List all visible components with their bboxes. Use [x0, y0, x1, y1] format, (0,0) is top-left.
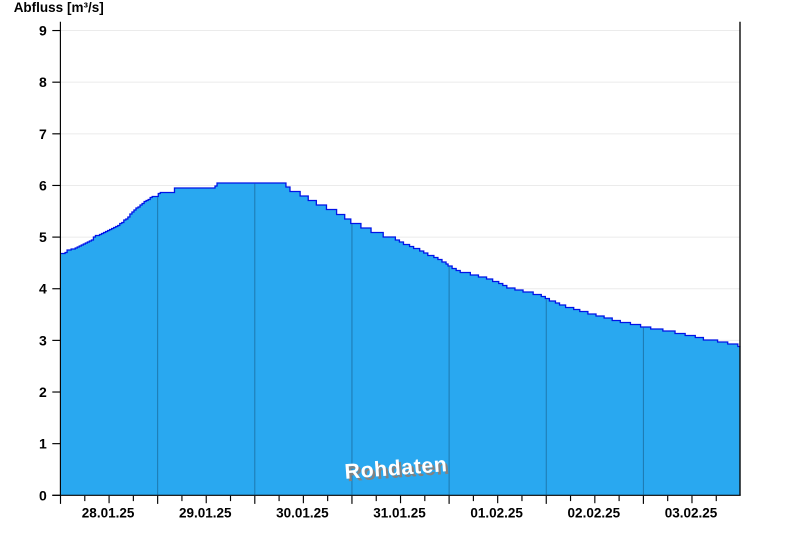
svg-text:01.02.25: 01.02.25: [470, 505, 523, 520]
svg-text:03.02.25: 03.02.25: [665, 505, 718, 520]
svg-text:7: 7: [39, 126, 47, 142]
svg-text:1: 1: [39, 436, 47, 452]
svg-text:9: 9: [39, 23, 47, 39]
svg-text:31.01.25: 31.01.25: [373, 505, 426, 520]
svg-text:5: 5: [39, 229, 47, 245]
svg-text:Abfluss [m³/s]: Abfluss [m³/s]: [14, 0, 104, 15]
svg-text:6: 6: [39, 177, 47, 193]
svg-text:0: 0: [39, 487, 47, 503]
svg-text:28.01.25: 28.01.25: [82, 505, 135, 520]
svg-text:2: 2: [39, 384, 47, 400]
svg-text:3: 3: [39, 332, 47, 348]
svg-text:29.01.25: 29.01.25: [179, 505, 232, 520]
svg-text:4: 4: [39, 281, 47, 297]
svg-text:02.02.25: 02.02.25: [568, 505, 621, 520]
svg-text:30.01.25: 30.01.25: [276, 505, 329, 520]
svg-text:8: 8: [39, 74, 47, 90]
